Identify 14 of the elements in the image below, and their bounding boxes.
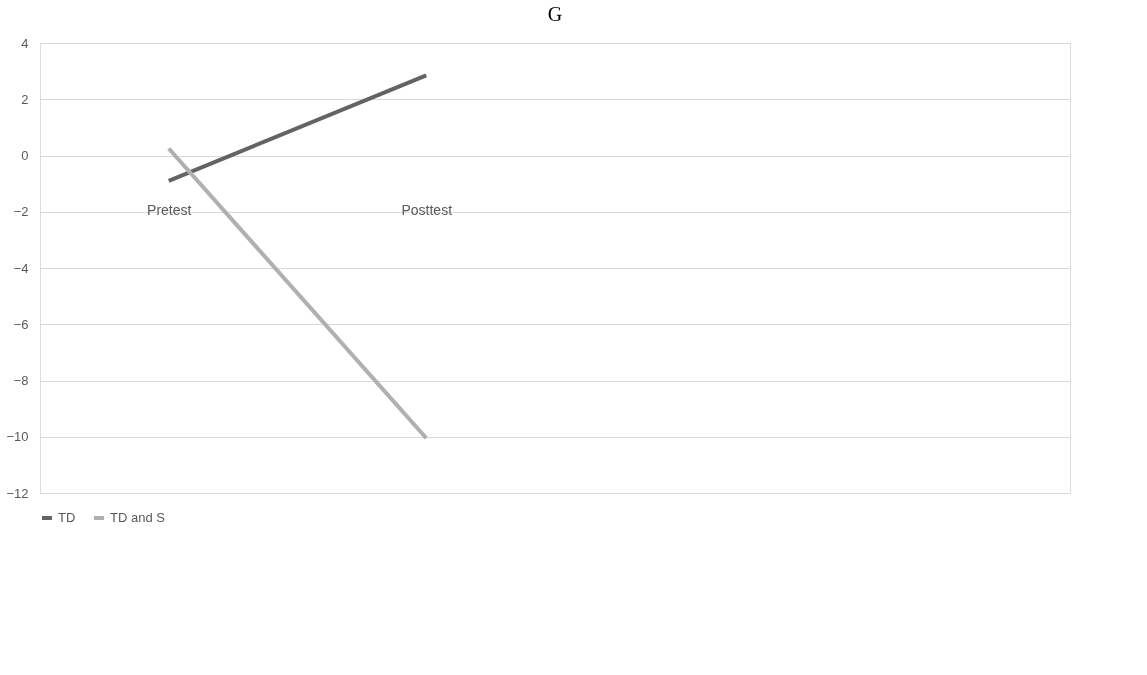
- y-tick-label: −8: [13, 373, 29, 388]
- y-tick-label: 2: [21, 91, 29, 107]
- y-tick-label: −4: [13, 260, 29, 276]
- y-tick-label: −2: [13, 204, 29, 220]
- x-tick-label: Posttest: [401, 202, 453, 218]
- chart-title: G: [547, 3, 563, 25]
- y-tick-label: −10: [6, 429, 29, 445]
- legend-label: TD: [58, 510, 76, 525]
- y-tick-label: 0: [21, 148, 29, 163]
- y-tick-label: −12: [6, 485, 29, 501]
- y-tick-label: −6: [13, 316, 29, 332]
- legend-label: TD and S: [110, 510, 166, 525]
- y-tick-label: 4: [21, 35, 29, 51]
- x-tick-label: Pretest: [147, 202, 192, 218]
